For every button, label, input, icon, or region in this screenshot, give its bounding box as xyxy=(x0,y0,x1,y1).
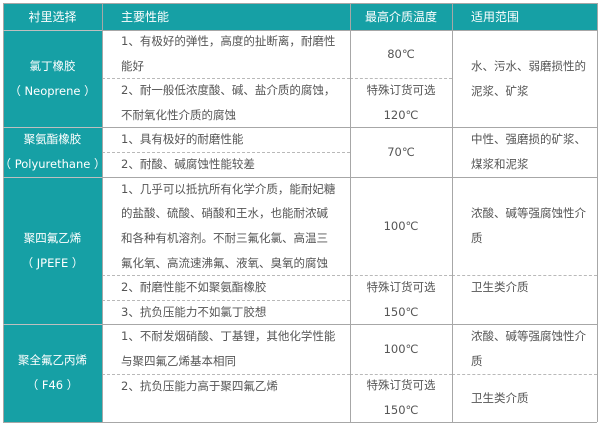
temperature-cell: 70℃ xyxy=(350,127,452,177)
cell-line: 质 xyxy=(471,354,483,368)
properties-cell: 2、耐酸、碱腐蚀性能较差 xyxy=(102,152,350,177)
lining-cell: 聚四氟乙烯 （ JPEFE ） xyxy=(3,177,102,324)
cell-line: 70℃ xyxy=(387,144,415,159)
cell-line: 不耐氧化性介质的腐蚀 xyxy=(121,107,236,122)
cell-line: 1、几乎可以抵抗所有化学介质，能耐妃糖 xyxy=(121,181,336,196)
header-lining: 衬里选择 xyxy=(3,3,102,30)
cell-line: 特殊订货可选 xyxy=(366,378,436,393)
cell-line: 质 xyxy=(471,231,483,245)
cell-line: 2、耐磨性能不如聚氨酯橡胶 xyxy=(121,280,267,295)
cell-line: 和各种有机溶剂。不耐三氟化氯、高温三 xyxy=(121,231,328,245)
cell-line: 卫生类介质 xyxy=(471,280,529,294)
table-rule xyxy=(350,78,452,79)
cell-line: 150℃ xyxy=(383,304,419,319)
cell-line: 2、耐酸、碱腐蚀性能较差 xyxy=(121,157,255,172)
table-rule xyxy=(3,177,102,178)
cell-line: 的盐酸、硫酸、硝酸和王水，也能耐浓碱 xyxy=(121,206,328,221)
table-rule xyxy=(350,374,452,375)
cell-line: （ Neoprene ） xyxy=(9,83,96,98)
application-cell: 卫生类介质 xyxy=(452,374,597,422)
cell-line: 水、污水、弱磨损性的 xyxy=(471,58,586,73)
table-rule xyxy=(3,324,597,325)
table-rule xyxy=(102,3,103,422)
cell-line: 氟化氧、高流速沸氟、液氧、臭氧的腐蚀 xyxy=(121,255,328,270)
cell-line: 与聚四氟乙烯基本相同 xyxy=(121,354,236,368)
temperature-cell: 100℃ xyxy=(350,324,452,374)
table-rule xyxy=(3,177,597,178)
temperature-cell: 特殊订货可选 150℃ xyxy=(350,275,452,324)
table-rule xyxy=(452,3,453,422)
cell-line: 能好 xyxy=(121,59,144,73)
cell-line: 100℃ xyxy=(383,218,419,233)
table-rule xyxy=(597,3,598,422)
cell-line: 特殊订货可选 xyxy=(366,279,436,294)
cell-line: 1、具有极好的耐磨性能 xyxy=(121,132,244,147)
application-cell: 浓酸、碱等强腐蚀性介质 xyxy=(452,324,597,374)
lining-cell: 聚全氟乙丙烯 （ F46 ） xyxy=(3,324,102,422)
cell-line: 1、有极好的弹性，高度的扯断离，耐磨性 xyxy=(121,34,336,49)
table-rule xyxy=(350,275,452,276)
properties-cell: 1、不耐发烟硝酸、丁基锂，其他化学性能 与聚四氟乙烯基本相同 xyxy=(102,324,350,374)
table-rule xyxy=(3,3,597,4)
cell-line: 80℃ xyxy=(387,46,415,61)
cell-line: 聚氨酯橡胶 xyxy=(23,132,82,147)
cell-line: （ F46 ） xyxy=(26,378,79,392)
header-application: 适用范围 xyxy=(452,3,597,30)
table-rule xyxy=(3,422,597,423)
cell-line: 聚四氟乙烯 xyxy=(23,230,82,245)
properties-cell: 1、有极好的弹性，高度的扯断离，耐磨性 能好 xyxy=(102,30,350,78)
table-rule xyxy=(350,3,351,422)
cell-line: 100℃ xyxy=(383,341,419,356)
table-rule xyxy=(3,127,102,128)
header-temperature: 最高介质温度 xyxy=(350,3,452,30)
temperature-cell: 特殊订货可选 120℃ xyxy=(350,78,452,127)
table-rule xyxy=(3,30,597,31)
table-rule xyxy=(102,78,350,79)
properties-cell: 1、几乎可以抵抗所有化学介质，能耐妃糖 的盐酸、硫酸、硝酸和王水，也能耐浓碱 和各种… xyxy=(102,177,350,275)
properties-cell: 2、耐磨性能不如聚氨酯橡胶 xyxy=(102,275,350,300)
application-cell: 中性、强磨损的矿浆、 煤浆和泥浆 xyxy=(452,127,597,177)
temperature-cell: 特殊订货可选 150℃ xyxy=(350,374,452,422)
cell-line: 120℃ xyxy=(383,107,419,122)
properties-cell: 2、抗负压能力高于聚四氟乙烯 xyxy=(102,374,350,422)
cell-line: 浓酸、碱等强腐蚀性介 xyxy=(471,329,586,344)
table-rule xyxy=(102,300,350,301)
properties-cell: 1、具有极好的耐磨性能 xyxy=(102,127,350,152)
cell-line: 煤浆和泥浆 xyxy=(471,157,529,171)
table-rule xyxy=(102,275,350,276)
application-cell: 浓酸、碱等强腐蚀性介质 xyxy=(452,177,597,275)
cell-line: 泥浆、矿浆 xyxy=(471,83,529,98)
table-rule xyxy=(3,30,102,31)
table-rule xyxy=(452,374,597,375)
cell-line: 特殊订货可选 xyxy=(366,82,436,97)
cell-line: 聚全氟乙丙烯 xyxy=(18,353,87,368)
cell-line: 浓酸、碱等强腐蚀性介 xyxy=(471,206,586,221)
application-cell: 水、污水、弱磨损性的 泥浆、矿浆 xyxy=(452,30,597,127)
cell-line: （ JPEFE ） xyxy=(21,255,84,270)
lining-cell: 氯丁橡胶 （ Neoprene ） xyxy=(3,30,102,127)
table-rule xyxy=(3,3,4,422)
properties-cell: 2、耐一般低浓度酸、碱、盐介质的腐蚀， 不耐氧化性介质的腐蚀 xyxy=(102,78,350,127)
lining-cell: 聚氨酯橡胶 （ Polyurethane ） xyxy=(0,127,106,177)
temperature-cell: 80℃ xyxy=(350,30,452,78)
cell-line: 150℃ xyxy=(383,403,419,417)
cell-line: 中性、强磨损的矿浆、 xyxy=(471,132,586,147)
temperature-cell: 100℃ xyxy=(350,177,452,275)
application-cell: 卫生类介质 xyxy=(452,275,597,324)
table-rule xyxy=(3,127,597,128)
cell-line: 2、耐一般低浓度酸、碱、盐介质的腐蚀， xyxy=(121,82,336,97)
table-rule xyxy=(102,374,350,375)
properties-cell: 3、抗负压能力不如氯丁胶想 xyxy=(102,300,350,324)
cell-line: 1、不耐发烟硝酸、丁基锂，其他化学性能 xyxy=(121,329,336,344)
cell-line: 2、抗负压能力高于聚四氟乙烯 xyxy=(121,379,278,393)
cell-line: 卫生类介质 xyxy=(471,390,529,405)
table-rule xyxy=(452,275,597,276)
table-rule xyxy=(102,152,350,153)
cell-line: （ Polyurethane ） xyxy=(0,157,106,171)
header-properties: 主要性能 xyxy=(102,3,350,30)
table-rule xyxy=(3,324,102,325)
cell-line: 氯丁橡胶 xyxy=(29,58,76,73)
cell-line: 3、抗负压能力不如氯丁胶想 xyxy=(121,304,267,319)
